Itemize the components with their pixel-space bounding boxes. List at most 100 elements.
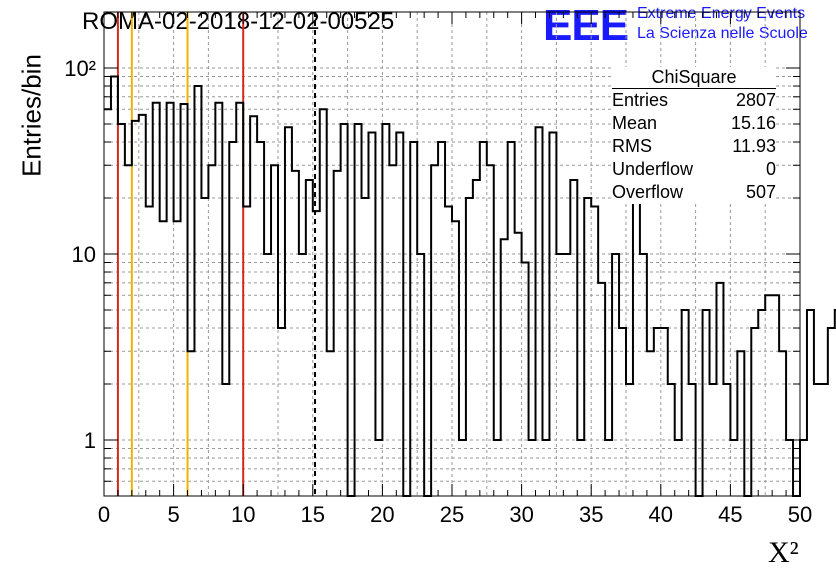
histogram-bin <box>243 207 250 496</box>
histogram-bin <box>515 233 522 496</box>
histogram-bin <box>292 171 299 496</box>
stats-row-entries: Entries 2807 <box>612 89 776 112</box>
histogram-bin <box>431 165 438 496</box>
histogram-bin <box>807 310 814 496</box>
x-tick-label: 45 <box>718 502 742 527</box>
histogram-bin <box>626 384 633 496</box>
stats-value: 11.93 <box>732 136 776 156</box>
histogram-bin <box>584 198 591 496</box>
histogram-bin <box>737 351 744 496</box>
stats-label: Overflow <box>612 182 684 202</box>
stats-box: ChiSquare Entries 2807 Mean 15.16 RMS 11.93… <box>612 67 776 204</box>
histogram-bin <box>473 180 480 496</box>
histogram-bin <box>459 440 466 496</box>
x-tick-label: 5 <box>167 502 179 527</box>
histogram-bin <box>682 310 689 496</box>
histogram-bin <box>814 384 821 496</box>
histogram-bin <box>654 328 661 496</box>
histogram-bin <box>396 132 403 496</box>
histogram-bin <box>334 171 341 496</box>
histogram-bin <box>612 254 619 496</box>
histogram-bin <box>563 254 570 496</box>
histogram-bin <box>570 180 577 496</box>
logo-line-1: Extreme Energy Events <box>637 5 806 22</box>
histogram-bin <box>271 165 278 496</box>
histogram-bin <box>250 116 257 496</box>
stats-row-underflow: Underflow 0 <box>612 158 776 181</box>
histogram-bin <box>522 263 529 496</box>
histogram-bin <box>306 180 313 496</box>
histogram-bin <box>382 124 389 496</box>
histogram-bin <box>786 440 793 496</box>
histogram-bin <box>320 109 327 496</box>
histogram-bin <box>257 142 264 496</box>
x-tick-label: 35 <box>579 502 603 527</box>
histogram-bin <box>417 254 424 496</box>
histogram-bin <box>529 440 536 496</box>
stats-title: ChiSquare <box>612 67 776 89</box>
histogram-bin <box>466 198 473 496</box>
histogram-bin <box>313 211 320 496</box>
histogram-bin <box>208 165 215 496</box>
histogram-bin <box>494 440 501 496</box>
y-tick-label: 10 <box>72 242 96 267</box>
histogram-bin <box>605 440 612 496</box>
histogram-bin <box>619 328 626 496</box>
y-tick-label: 10² <box>64 56 96 81</box>
histogram-bin <box>480 142 487 496</box>
x-tick-label: 10 <box>231 502 255 527</box>
histogram-bin <box>758 310 765 496</box>
histogram-bin <box>160 221 167 496</box>
histogram-bin <box>410 142 417 496</box>
histogram-bin <box>181 104 188 496</box>
histogram-bin <box>104 109 111 496</box>
histogram-bin <box>264 254 271 496</box>
histogram-bin <box>278 328 285 496</box>
histogram-bin <box>536 127 543 496</box>
eee-logo: EEE <box>543 1 629 50</box>
histogram-bin <box>703 310 710 496</box>
histogram-outline <box>104 75 836 497</box>
histogram-bin <box>661 328 668 496</box>
x-tick-label: 25 <box>440 502 464 527</box>
histogram-bin <box>111 77 118 496</box>
histogram-bin <box>341 124 348 496</box>
histogram-bin <box>487 165 494 496</box>
stats-label: Entries <box>612 90 669 110</box>
histogram-bin <box>139 115 146 496</box>
histogram-bin <box>772 295 779 496</box>
histogram-bin <box>153 103 160 496</box>
histogram-bin <box>689 384 696 496</box>
stats-row-overflow: Overflow 507 <box>612 181 776 204</box>
stats-label: RMS <box>612 136 652 156</box>
x-tick-label: 40 <box>649 502 673 527</box>
histogram-bin <box>828 328 835 496</box>
histogram-bin <box>222 384 229 496</box>
histogram-bin <box>821 384 828 496</box>
stats-value: 507 <box>745 182 776 202</box>
stats-row-mean: Mean 15.16 <box>612 112 776 135</box>
histogram-bin <box>508 142 515 496</box>
x-tick-label: 30 <box>509 502 533 527</box>
histogram-bin <box>194 86 201 496</box>
histogram-bin <box>389 165 396 496</box>
x-tick-label: 20 <box>370 502 394 527</box>
histogram-bin <box>716 283 723 496</box>
stats-value: 0 <box>765 159 776 179</box>
histogram-bin <box>188 351 195 496</box>
histogram-bin <box>549 132 556 496</box>
histogram-bin <box>647 351 654 496</box>
histogram-bin <box>118 124 125 496</box>
histogram-bin <box>132 121 139 496</box>
histogram-bin <box>723 384 730 496</box>
histogram-bin <box>299 254 306 496</box>
stats-row-rms: RMS 11.93 <box>612 135 776 158</box>
x-tick-label: 0 <box>98 502 110 527</box>
histogram-bin <box>598 283 605 496</box>
histogram-bin <box>640 254 647 496</box>
histogram-bin <box>125 165 132 496</box>
histogram-bin <box>730 440 737 496</box>
histogram-bin <box>452 221 459 496</box>
histogram-bin <box>577 440 584 496</box>
